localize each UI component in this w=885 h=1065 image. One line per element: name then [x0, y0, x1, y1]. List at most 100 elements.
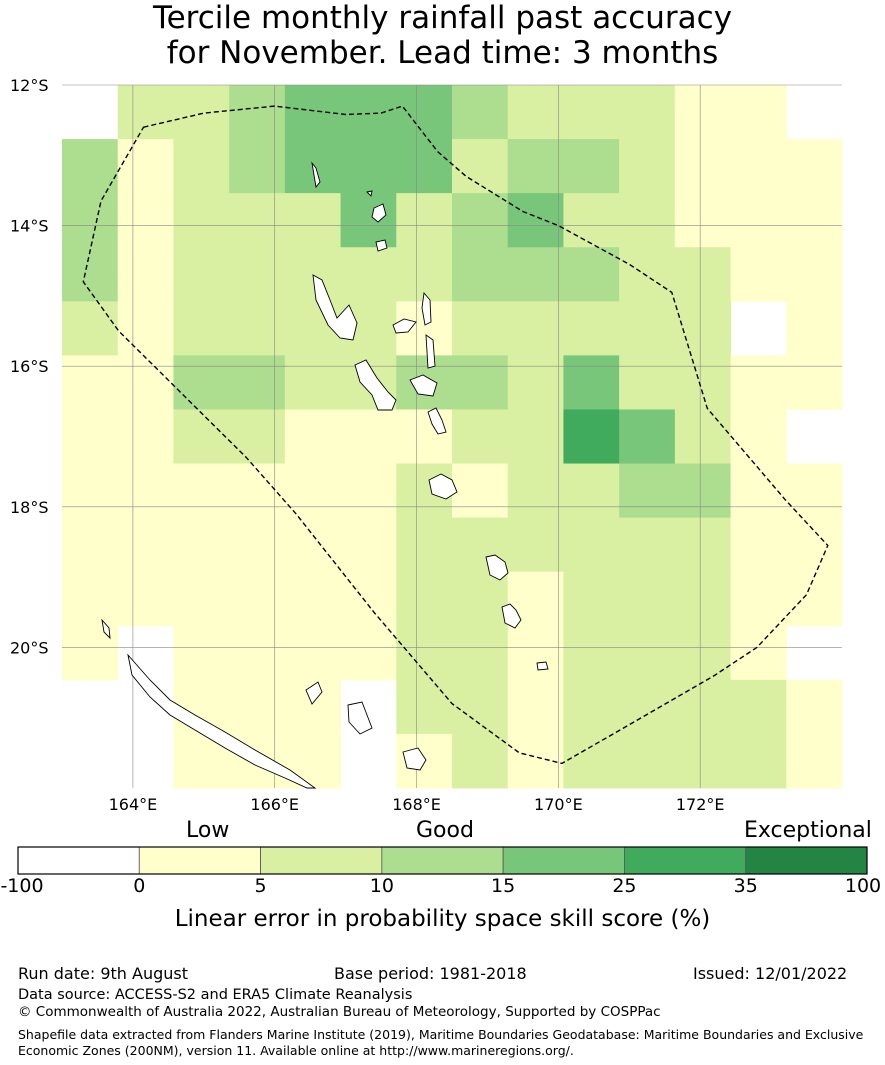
skill-cell: [340, 139, 397, 194]
skill-cell: [284, 625, 342, 681]
skill-cell: [786, 301, 843, 356]
data-source: Data source: ACCESS-S2 and ERA5 Climate …: [18, 987, 413, 1003]
skill-cell: [507, 85, 564, 140]
skill-cell: [117, 85, 174, 140]
colorbar-tick-label: 25: [612, 875, 637, 897]
skill-cell: [284, 355, 342, 410]
coastlines: [101, 161, 549, 789]
skill-cell: [452, 355, 509, 410]
skill-cell: [340, 85, 397, 140]
skill-cell: [730, 85, 787, 140]
skill-cell: [786, 139, 843, 194]
colorbar-tick-label: 35: [733, 875, 758, 897]
skill-cell: [619, 409, 676, 465]
skill-cell: [340, 247, 397, 302]
lat-tick-label: 16°S: [10, 357, 49, 376]
skill-cell: [396, 517, 453, 573]
skill-cell: [507, 409, 564, 465]
skill-cell: [563, 409, 620, 465]
skill-cell: [619, 139, 676, 194]
island-outline: [311, 161, 321, 189]
skill-cell: [452, 301, 509, 356]
skill-cell: [62, 409, 119, 465]
colorbar-segment: [381, 846, 504, 875]
skill-cell: [452, 733, 509, 789]
skill-cell: [619, 679, 676, 735]
skill-cell: [452, 409, 509, 465]
skill-cell: [340, 517, 397, 573]
skill-cell: [730, 409, 787, 465]
skill-cell: [674, 85, 732, 140]
skill-cell: [619, 355, 676, 410]
skill-cell: [619, 301, 676, 356]
skill-cell: [563, 139, 620, 194]
island-outline: [101, 618, 111, 640]
skill-cell: [173, 139, 230, 194]
skill-cell: [173, 301, 230, 356]
skill-cell: [173, 247, 230, 302]
shapefile-credit-line1: Shapefile data extracted from Flanders M…: [18, 1027, 864, 1042]
map-tick-labels: 12°S 14°S 16°S 18°S 20°S 164°E 166°E 168°E 170°E…: [10, 76, 725, 814]
colorbar-frame: [17, 846, 868, 875]
skill-cell: [674, 355, 732, 410]
copyright: © Commonwealth of Australia 2022, Austra…: [18, 1004, 661, 1020]
island-outline: [127, 653, 317, 789]
island-outline: [371, 203, 387, 223]
skill-cell: [62, 517, 119, 573]
colorbar-label: Linear error in probability space skill …: [174, 906, 711, 932]
skill-cell: [786, 193, 843, 248]
colorbar-segment: [17, 846, 140, 875]
skill-cell: [730, 193, 787, 248]
skill-cell: [786, 517, 843, 573]
lat-tick-label: 18°S: [10, 498, 49, 517]
skill-cell: [674, 193, 732, 248]
skill-cell: [730, 139, 787, 194]
island-outline: [501, 603, 522, 629]
skill-cell: [62, 193, 119, 248]
skill-cell: [674, 679, 732, 735]
skill-cell: [619, 85, 676, 140]
skill-cell: [284, 193, 342, 248]
skill-cell: [396, 679, 453, 735]
island-outline: [402, 747, 427, 771]
skill-cell: [619, 193, 676, 248]
run-date: Run date: 9th August: [18, 964, 188, 983]
skill-cell: [173, 193, 230, 248]
colorbar-segment: [624, 846, 747, 875]
skill-cell: [117, 463, 174, 519]
colorbar-tick-label: 0: [133, 875, 146, 897]
skill-cell: [229, 463, 286, 519]
skill-cell: [563, 733, 620, 789]
skill-cell: [117, 409, 174, 465]
island-outline: [392, 318, 417, 334]
eez-boundary: [82, 105, 829, 765]
skill-cell: [62, 301, 119, 356]
lat-tick-label: 12°S: [10, 76, 49, 95]
island-outline: [366, 190, 373, 197]
skill-cell: [117, 193, 174, 248]
skill-cell: [563, 571, 620, 627]
skill-cell: [284, 409, 342, 465]
skill-cell: [507, 517, 564, 573]
skill-cell: [730, 571, 787, 627]
skill-cell: [229, 571, 286, 627]
skill-cell: [173, 571, 230, 627]
skill-cell: [62, 139, 119, 194]
skill-cell: [730, 733, 787, 789]
skill-cell: [730, 247, 787, 302]
island-outline: [305, 681, 323, 705]
skill-cell: [730, 355, 787, 410]
island-outline: [425, 334, 436, 369]
skill-cell: [674, 247, 732, 302]
skill-cell: [229, 247, 286, 302]
colorbar-segment: [138, 846, 261, 875]
colorbar-tick-label: 15: [491, 875, 516, 897]
island-outline: [421, 291, 432, 326]
skill-cell: [563, 517, 620, 573]
island-outline: [427, 407, 447, 435]
skill-cell: [229, 517, 286, 573]
skill-cell: [563, 301, 620, 356]
skill-cell: [507, 625, 564, 681]
chart-title-line1: Tercile monthly rainfall past accuracy: [152, 0, 733, 36]
